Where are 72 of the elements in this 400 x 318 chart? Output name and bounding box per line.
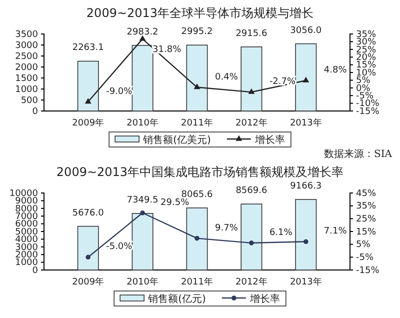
data-label: 2995.2: [181, 27, 213, 38]
y-tick-label: 0: [32, 106, 38, 117]
bar: [132, 44, 154, 112]
data-label: 9166.3: [290, 181, 322, 192]
y2-tick-label: 45%: [356, 188, 376, 199]
chart-title: 2009~2013年全球半导体市场规模与增长: [86, 6, 314, 20]
source-note: 数据来源：SIA: [324, 148, 393, 160]
data-label: 8569.6: [236, 186, 268, 196]
point: [194, 84, 200, 90]
data-label: 2983.2: [126, 27, 158, 38]
data-label: 2263.1: [72, 43, 104, 54]
y-tick-label: 3500: [15, 30, 38, 40]
bar: [186, 44, 208, 112]
point: [248, 88, 255, 94]
data-label: 29.5%: [160, 198, 190, 208]
bar: [295, 199, 317, 270]
x-tick-label: 2013年: [290, 276, 322, 288]
data-label: 5676.0: [72, 208, 104, 218]
y-tick-label: 3000: [15, 40, 38, 51]
y-tick-label: 1500: [15, 74, 38, 84]
y-tick-label: 1000: [15, 84, 38, 95]
point: [84, 98, 92, 104]
y2-tick-label: 5%: [356, 240, 371, 250]
point: [302, 76, 310, 82]
data-label: 6.1%: [269, 228, 293, 238]
x-tick-label: 2013年: [290, 117, 322, 128]
y2-tick-label: 25%: [356, 214, 376, 225]
x-tick-label: 2010年: [126, 276, 159, 288]
point: [86, 254, 90, 260]
y2-tick-label: -5%: [356, 253, 374, 264]
x-tick-label: 2011年: [181, 117, 213, 128]
y2-tick-label: 15%: [356, 227, 376, 238]
chart-title: 2009~2013年中国集成电路市场销售额规模及增长率: [56, 165, 344, 179]
bar: [240, 204, 262, 270]
bar: [240, 46, 262, 112]
x-tick-label: 2012年: [235, 117, 268, 128]
point: [194, 236, 200, 241]
point: [139, 35, 146, 41]
y2-tick-label: 35%: [356, 202, 376, 212]
point: [304, 239, 308, 244]
data-label: 2915.6: [236, 28, 268, 39]
y-tick-label: 2000: [15, 62, 38, 73]
y-tick-label: 0: [32, 266, 38, 276]
data-label: 7349.5: [126, 195, 158, 206]
bar: [132, 213, 154, 270]
bar: [186, 207, 208, 270]
x-tick-label: 2009年: [72, 276, 104, 288]
data-label: -9.0%: [106, 86, 133, 97]
x-tick-label: 2012年: [235, 276, 268, 288]
bar: [295, 43, 317, 112]
x-tick-label: 2011年: [181, 276, 213, 288]
data-label: -5.0%: [106, 242, 133, 252]
data-label: 0.4%: [215, 72, 238, 82]
x-tick-label: 2009年: [72, 117, 104, 128]
point: [140, 210, 145, 216]
legend-label: 增长率: [248, 293, 280, 305]
x-tick-label: 2010年: [126, 117, 159, 128]
y-tick-label: 2500: [15, 52, 38, 62]
legend-label: 增长率: [254, 134, 285, 146]
data-label: 3056.0: [290, 26, 322, 36]
legend-label: 销售额(亿美元): [142, 134, 211, 146]
point: [249, 240, 254, 246]
bar: [77, 226, 99, 270]
y2-tick-label: -15%: [356, 106, 380, 117]
bar: [77, 60, 99, 112]
data-label: 9.7%: [215, 223, 238, 234]
data-label: 4.8%: [324, 66, 348, 76]
data-label: 7.1%: [324, 226, 348, 237]
legend-label: 销售额(亿元): [147, 293, 206, 305]
data-label: -2.7%: [269, 77, 296, 88]
y2-tick-label: -15%: [356, 266, 380, 276]
y-tick-label: 500: [20, 96, 38, 106]
